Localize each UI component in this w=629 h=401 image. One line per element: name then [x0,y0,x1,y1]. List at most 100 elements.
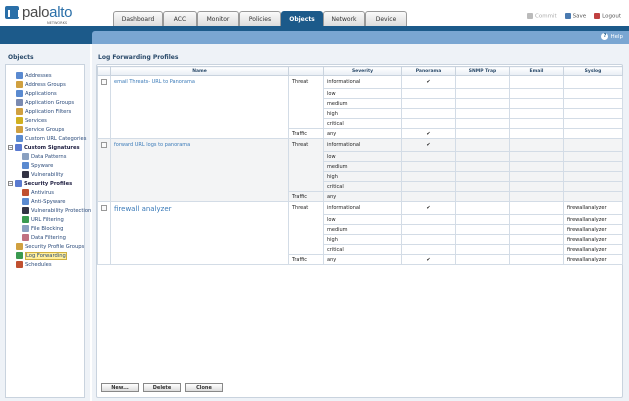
panorama-cell [401,214,456,225]
sidebar-item-label: Applications [25,90,57,97]
tab-dashboard[interactable]: Dashboard [113,11,163,26]
snmp-trap-cell [455,98,510,109]
sidebar-item-application-groups[interactable]: Application Groups [16,98,74,107]
sidebar-item-schedules[interactable]: Schedules [16,260,52,269]
severity-cell: high [323,171,402,182]
severity-cell: critical [323,181,402,192]
severity-cell: informational [323,138,402,152]
sidebar-item-addresses[interactable]: Addresses [16,71,52,80]
collapse-icon[interactable]: − [8,181,13,186]
sidebar-item-spyware[interactable]: Spyware [22,161,53,170]
severity-cell: low [323,214,402,225]
tab-network[interactable]: Network [323,11,365,26]
snmp-trap-cell [455,181,510,192]
new-button[interactable]: New... [101,383,139,392]
panorama-cell [401,108,456,119]
delete-button[interactable]: Delete [143,383,181,392]
sidebar-item-label: Vulnerability Protection [31,207,92,214]
collapse-icon[interactable]: − [8,145,13,150]
severity-cell: any [323,191,402,202]
syslog-cell [563,88,623,99]
save-button[interactable]: Save [564,13,586,20]
panorama-cell [401,161,456,172]
sidebar-item-data-filtering[interactable]: Data Filtering [22,233,66,242]
sidebar-item-services[interactable]: Services [16,116,47,125]
tab-device[interactable]: Device [365,11,407,26]
profile-group: firewall analyzer Threat informational ✔ fir… [97,201,623,265]
sidebar-item-log-forwarding[interactable]: Log Forwarding [16,251,67,260]
panorama-cell: ✔ [401,254,456,265]
severity-cell: low [323,151,402,162]
email-cell [509,234,564,245]
snmp-trap-cell [455,224,510,235]
sidebar-item-label: Data Filtering [31,234,66,241]
syslog-cell [563,98,623,109]
log-forwarding-table: Name Severity Panorama SNMP Trap Email Syslog… [97,66,623,265]
sidebar-item-custom-signatures[interactable]: − Custom Signatures [8,143,80,152]
tab-objects[interactable]: Objects [281,11,323,26]
sidebar-item-label: Vulnerability [31,171,64,178]
severity-cell: high [323,234,402,245]
syslog-cell: firewallanalyzer [563,234,623,245]
sidebar-item-url-filtering[interactable]: URL Filtering [22,215,64,224]
sidebar-item-applications[interactable]: Applications [16,89,57,98]
sidebar-item-data-patterns[interactable]: Data Patterns [22,152,66,161]
commit-button[interactable]: Commit [527,13,557,20]
logout-icon [594,13,601,19]
snmp-trap-cell [455,244,510,255]
snmp-trap-cell [455,118,510,129]
email-cell [509,214,564,225]
spyware-icon [22,162,29,169]
profile-name-link[interactable]: firewall analyzer [114,205,172,213]
help-button[interactable]: ? Help [601,33,623,40]
row-checkbox[interactable] [101,205,107,211]
email-cell [509,171,564,182]
row-checkbox[interactable] [101,79,107,85]
email-cell [509,191,564,202]
sidebar-item-label: Log Forwarding [25,251,67,260]
severity-cell: medium [323,161,402,172]
panorama-cell [401,191,456,202]
table-row: medium [98,161,623,172]
log-type-cell: Traffic [288,128,324,139]
email-cell [509,108,564,119]
sidebar-item-security-profiles[interactable]: − Security Profiles [8,179,72,188]
tab-policies[interactable]: Policies [239,11,281,26]
snmp-trap-cell [455,191,510,202]
profile-name-link[interactable]: forward URL logs to panorama [114,142,191,148]
syslog-cell: firewallanalyzer [563,254,623,265]
sidebar-item-security-profile-groups[interactable]: Security Profile Groups [16,242,84,251]
row-checkbox[interactable] [101,142,107,148]
clone-button[interactable]: Clone [185,383,223,392]
sidebar-item-label: Security Profile Groups [25,243,85,250]
email-cell [509,201,564,215]
object-tree: Addresses Address Groups Applications Appli… [5,64,91,398]
sidebar-item-application-filters[interactable]: Application Filters [16,107,71,116]
email-cell [509,224,564,235]
log-type-cell: Traffic [288,254,324,265]
sidebar-item-label: Application Filters [25,108,72,115]
email-cell [509,161,564,172]
sidebar-item-address-groups[interactable]: Address Groups [16,80,66,89]
email-cell [509,244,564,255]
application-group-icon [16,99,23,106]
vulnerability-protection-icon [22,207,29,214]
severity-cell: any [323,254,402,265]
sidebar-item-custom-url-categories[interactable]: Custom URL Categories [16,134,86,143]
sidebar-item-vulnerability-protection[interactable]: Vulnerability Protection [22,206,91,215]
address-group-icon [16,81,23,88]
logout-button[interactable]: Logout [594,13,621,20]
sidebar-item-antivirus[interactable]: Antivirus [22,188,54,197]
profile-name-link[interactable]: email Threats- URL to Panorama [114,79,195,85]
sidebar-item-service-groups[interactable]: Service Groups [16,125,64,134]
syslog-cell [563,171,623,182]
panorama-cell: ✔ [401,138,456,152]
panorama-cell [401,244,456,255]
sidebar-item-file-blocking[interactable]: File Blocking [22,224,63,233]
sidebar-item-anti-spyware[interactable]: Anti-Spyware [22,197,65,206]
syslog-cell: firewallanalyzer [563,201,623,215]
sidebar-item-vulnerability[interactable]: Vulnerability [22,170,63,179]
tab-acc[interactable]: ACC [163,11,197,26]
tab-monitor[interactable]: Monitor [197,11,239,26]
logo-text: paloalto [22,3,73,21]
